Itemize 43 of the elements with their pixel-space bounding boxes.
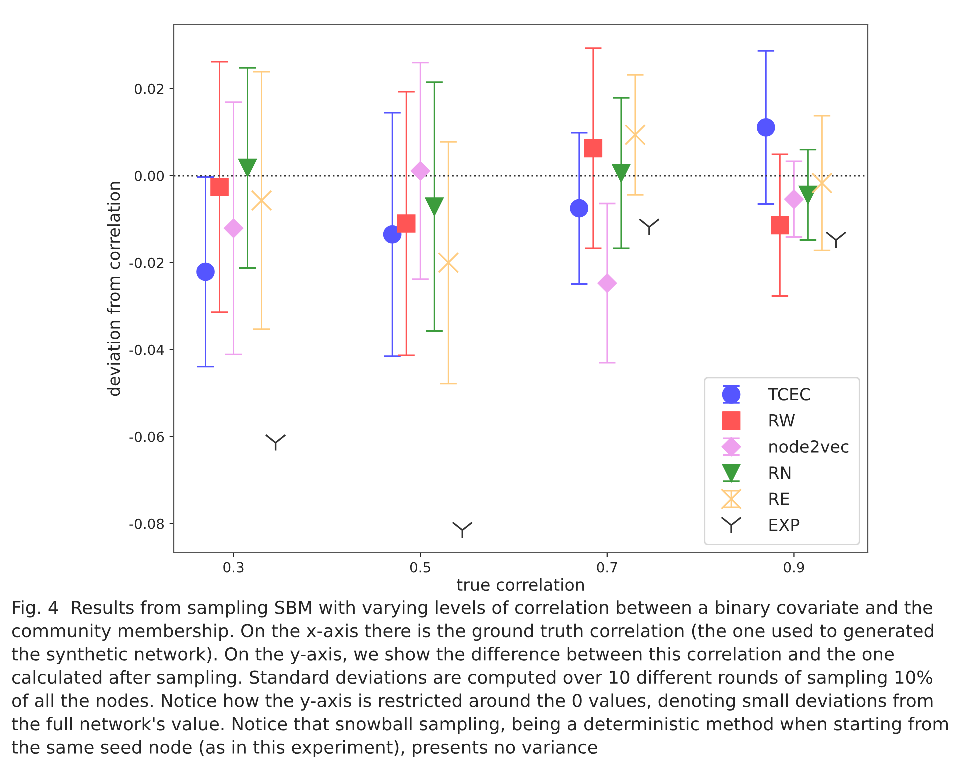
point — [410, 161, 430, 181]
point — [265, 434, 286, 452]
y-tick-label: -0.02 — [130, 258, 164, 268]
point — [638, 218, 660, 236]
point — [397, 214, 416, 233]
y-tick-label: 0.02 — [134, 84, 164, 94]
point — [799, 186, 818, 204]
legend-label: RW — [770, 414, 796, 427]
y-tick-label: -0.04 — [130, 344, 164, 356]
point — [612, 164, 631, 182]
legend-label: EXP — [770, 519, 800, 532]
y-tick-label: -0.08 — [130, 518, 164, 530]
x-tick-label: 0.9 — [784, 562, 804, 573]
legend-label: RN — [770, 466, 791, 479]
x-tick-label: 0.7 — [597, 562, 618, 573]
point — [383, 225, 402, 244]
point — [826, 232, 847, 249]
point — [438, 252, 460, 274]
point — [771, 216, 790, 235]
y-tick-label: 0.00 — [134, 170, 164, 182]
point — [196, 262, 215, 282]
point — [624, 124, 646, 146]
y-tick-label: -0.06 — [130, 432, 164, 442]
point — [570, 199, 589, 218]
point — [757, 118, 776, 137]
point — [425, 198, 444, 216]
point — [598, 274, 618, 294]
point — [812, 172, 833, 194]
x-axis-title: true correlation — [456, 578, 584, 592]
y-axis-title: deviation from correlation — [107, 182, 120, 396]
legend-label: RE — [770, 492, 790, 506]
point — [784, 190, 804, 210]
point — [210, 178, 229, 196]
point — [584, 139, 603, 158]
legend-label: TCEC — [768, 388, 810, 401]
point — [452, 522, 474, 539]
point — [251, 190, 272, 212]
caption: Fig. 4 Results from sampling SBM with varying levels of correlation between a binary covariate and the community membership. On the x-axis there is the ground truth correlation (the one used to generated the synthetic network). On the y-axis, we show the difference between this correlation and the one calculated after sampling. Standard deviations are computed over 10 different rounds of sampling 10% of all the nodes. Notice how the y-axis is restricted around the 0 values, denoting small deviations from the full network's value. Notice that snowball sampling, being a deterministic method when starting from the same seed node (as in this experiment), presents no variance — [12, 600, 948, 758]
legend-label: node2vec — [770, 440, 849, 454]
x-tick-label: 0.3 — [224, 562, 244, 573]
point — [224, 218, 244, 238]
point — [238, 158, 257, 178]
x-tick-label: 0.5 — [410, 562, 430, 573]
